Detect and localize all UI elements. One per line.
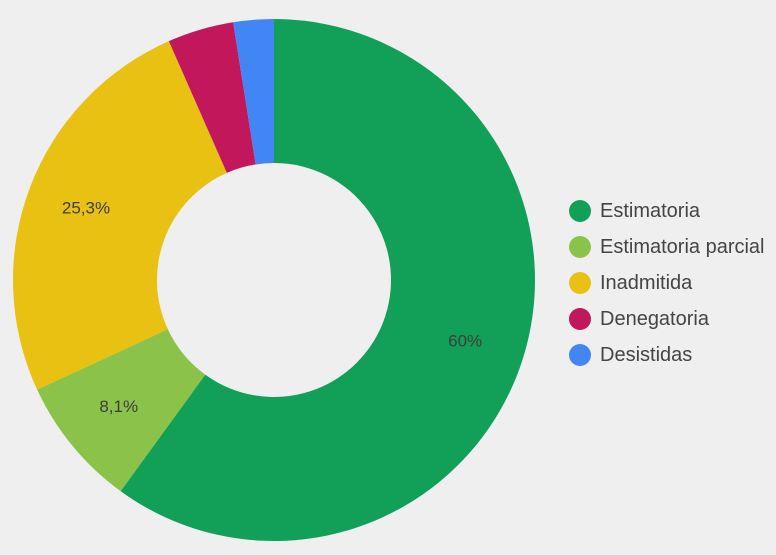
legend-swatch-icon [569,344,591,366]
legend-item-inadmitida[interactable]: Inadmitida [569,265,776,301]
legend-label: Estimatoria [600,199,701,222]
legend-item-estimatoria[interactable]: Estimatoria [569,193,776,229]
legend-item-estimatoria-parcial[interactable]: Estimatoria parcial [569,229,776,265]
legend-label: Desistidas [600,343,693,366]
slice-inadmitida[interactable] [13,41,227,390]
legend-label: Denegatoria [600,307,709,330]
donut-slices [13,19,536,541]
legend-item-desistidas[interactable]: Desistidas [569,337,776,373]
data-label-estimatoria-parcial: 8,1% [99,397,138,416]
legend-swatch-icon [569,308,591,330]
legend-label: Inadmitida [600,271,693,294]
legend-item-denegatoria[interactable]: Denegatoria [569,301,776,337]
slice-labels: 60% 8,1% 25,3% [62,198,482,416]
chart-legend: Estimatoria Estimatoria parcial Inadmitida… [569,193,776,373]
legend-swatch-icon [569,200,591,222]
slice-denegatoria[interactable] [168,22,256,173]
legend-swatch-icon [569,236,591,258]
slice-estimatoria[interactable] [120,19,536,541]
legend-label: Estimatoria parcial [600,235,765,258]
slice-desistidas[interactable] [233,19,274,165]
data-label-estimatoria: 60% [448,332,482,351]
data-label-inadmitida: 25,3% [62,198,110,217]
legend-swatch-icon [569,272,591,294]
slice-estimatoria-parcial[interactable] [37,329,206,492]
